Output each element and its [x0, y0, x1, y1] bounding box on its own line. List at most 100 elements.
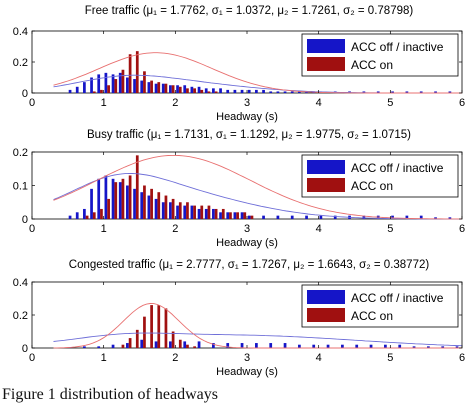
bar-acc-on: [214, 91, 218, 93]
bar-acc-off: [197, 208, 201, 219]
bar-acc-off: [269, 343, 273, 348]
legend-swatch-acc-off: [307, 39, 345, 53]
x-tick-label: 5: [387, 97, 393, 109]
bar-acc-off: [298, 344, 301, 348]
bar-acc-on: [143, 185, 146, 219]
bar-acc-on: [128, 338, 132, 348]
x-tick-label: 6: [459, 223, 465, 235]
x-axis-label: Headway (s): [216, 111, 278, 123]
bar-acc-off: [419, 91, 423, 93]
bar-acc-off: [204, 208, 208, 219]
bar-acc-off: [226, 343, 230, 348]
bar-acc-off: [197, 86, 201, 93]
bar-acc-off: [276, 91, 280, 93]
bar-acc-off: [405, 91, 409, 93]
legend-swatch-acc-on: [307, 178, 345, 192]
bar-acc-off: [154, 341, 158, 348]
fit-curve-acc-on: [53, 303, 462, 349]
x-tick-label: 4: [316, 223, 322, 235]
x-tick-label: 1: [101, 223, 107, 235]
figure-caption: Figure 1 distribution of headways: [2, 386, 218, 403]
x-tick-label: 2: [172, 223, 178, 235]
bar-acc-on: [150, 188, 153, 219]
bar-acc-off: [233, 212, 237, 219]
bar-acc-off: [298, 91, 301, 93]
bar-acc-on: [114, 79, 118, 93]
x-tick-label: 3: [244, 97, 250, 109]
bar-acc-off: [441, 346, 445, 348]
bar-acc-on: [186, 202, 189, 219]
bar-acc-off: [154, 198, 158, 219]
bar-acc-off: [219, 88, 222, 93]
y-tick-label: 0.4: [13, 26, 28, 38]
bar-acc-on: [92, 212, 96, 219]
bar-acc-on: [121, 178, 125, 219]
x-axis-label: Headway (s): [216, 366, 278, 378]
x-tick-label: 1: [101, 352, 107, 364]
bar-acc-off: [197, 341, 201, 348]
bar-acc-off: [376, 91, 380, 93]
bar-acc-on: [229, 212, 232, 219]
bar-acc-off: [183, 205, 187, 219]
panel-title: Free traffic (μ₁ = 1.7762, σ₁ = 1.0372, …: [85, 5, 414, 17]
bar-acc-off: [97, 74, 101, 93]
y-tick-label: 0.2: [13, 310, 28, 322]
bar-acc-off: [111, 74, 115, 93]
bar-acc-on: [135, 51, 139, 93]
bar-acc-off: [269, 91, 273, 93]
bar-acc-off: [111, 344, 115, 348]
y-tick-label: 0.2: [13, 57, 28, 69]
bar-acc-off: [355, 344, 359, 348]
x-tick-label: 6: [459, 97, 465, 109]
bar-acc-off: [283, 91, 287, 93]
legend: ACC off / inactive ACC on: [301, 33, 459, 77]
x-tick-label: 2: [172, 97, 178, 109]
bar-acc-on: [178, 202, 182, 219]
bar-acc-on: [193, 205, 196, 219]
y-tick-label: 0: [22, 214, 28, 226]
legend: ACC off / inactive ACC on: [301, 284, 459, 328]
legend-swatch-acc-off: [307, 160, 345, 174]
bar-acc-on: [143, 71, 146, 93]
bar-acc-off: [169, 341, 172, 348]
bar-acc-on: [186, 344, 189, 348]
bar-acc-off: [147, 82, 151, 93]
legend-swatch-acc-on: [307, 308, 345, 322]
y-tick-label: 0: [22, 343, 28, 355]
bar-acc-on: [92, 91, 96, 93]
bar-acc-on: [107, 85, 110, 93]
bar-acc-off: [455, 346, 459, 348]
bar-acc-off: [147, 195, 151, 219]
histogram-panel-2: Busy traffic (μ₁ = 1.7131, σ₁ = 1.1292, …: [13, 129, 465, 249]
bar-acc-on: [178, 86, 182, 93]
bar-acc-on: [114, 182, 118, 219]
bar-acc-off: [75, 86, 79, 93]
bar-acc-on: [236, 212, 239, 219]
bar-acc-off: [97, 178, 101, 219]
bar-acc-off: [305, 215, 308, 219]
y-tick-label: 0.1: [13, 181, 28, 193]
legend-label-acc-on: ACC on: [351, 58, 393, 72]
bar-acc-off: [434, 217, 437, 219]
legend-label-acc-on: ACC on: [351, 179, 393, 193]
bar-acc-off: [255, 89, 258, 93]
bar-acc-on: [164, 308, 168, 348]
bar-acc-on: [121, 69, 125, 93]
bar-acc-off: [212, 208, 215, 219]
bar-acc-off: [97, 346, 101, 348]
bar-acc-on: [250, 215, 254, 219]
bar-acc-off: [419, 215, 423, 219]
bar-acc-off: [111, 178, 115, 219]
x-tick-label: 0: [29, 352, 35, 364]
x-tick-label: 6: [459, 352, 465, 364]
bar-acc-off: [312, 344, 316, 348]
bar-acc-off: [154, 83, 158, 93]
bar-acc-off: [240, 343, 244, 348]
histogram-panel-1: Free traffic (μ₁ = 1.7762, σ₁ = 1.0372, …: [13, 5, 465, 123]
x-axis-label: Headway (s): [216, 237, 278, 249]
bar-acc-off: [434, 91, 437, 93]
bar-acc-off: [83, 82, 86, 93]
bar-acc-off: [240, 212, 244, 219]
fit-curve-acc-off: [53, 173, 462, 220]
bar-acc-off: [341, 344, 344, 348]
